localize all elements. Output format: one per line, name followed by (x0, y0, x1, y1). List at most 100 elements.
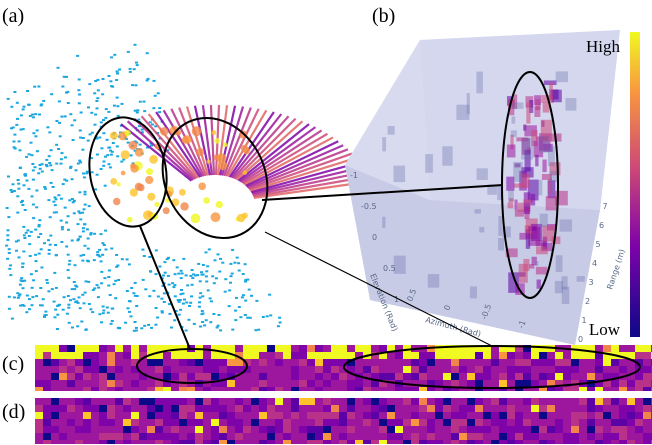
point (47, 239, 50, 241)
point (67, 304, 70, 306)
cell (515, 419, 523, 426)
cell (483, 440, 491, 444)
cell (115, 380, 123, 387)
cell (163, 398, 171, 405)
cell (243, 373, 251, 380)
point (31, 304, 34, 306)
cell (523, 433, 531, 440)
cell (299, 345, 307, 352)
point (188, 305, 191, 307)
cell (587, 412, 595, 419)
cell (331, 405, 339, 412)
point (98, 313, 101, 315)
cell (83, 352, 91, 359)
cell (435, 419, 443, 426)
point (78, 296, 81, 298)
radar-hot (211, 212, 221, 222)
point (60, 220, 63, 222)
cell (339, 412, 347, 419)
cell (323, 366, 331, 373)
cell (83, 387, 91, 391)
point (102, 78, 105, 80)
cell (75, 440, 83, 444)
cell (219, 359, 227, 366)
cell (371, 405, 379, 412)
cell (499, 405, 507, 412)
voxel (425, 154, 433, 173)
point (82, 227, 85, 229)
point (142, 279, 145, 281)
cell (147, 387, 155, 391)
voxel (442, 146, 452, 166)
cell (403, 352, 411, 359)
point (100, 168, 103, 170)
point (77, 210, 80, 212)
cell (571, 373, 579, 380)
point (76, 325, 79, 327)
point (110, 56, 113, 58)
point (241, 296, 244, 298)
cell (419, 359, 427, 366)
cell (539, 419, 547, 426)
point (80, 255, 83, 257)
point (116, 105, 119, 107)
point (96, 284, 99, 286)
voxel (428, 274, 440, 288)
cell (459, 373, 467, 380)
cell (627, 426, 635, 433)
cell (451, 366, 459, 373)
point (73, 281, 76, 283)
cell (211, 419, 219, 426)
point (141, 129, 144, 131)
cell (411, 412, 419, 419)
point (121, 103, 124, 105)
cell (307, 352, 315, 359)
cell (419, 426, 427, 433)
point (60, 241, 63, 243)
point (82, 173, 85, 175)
cell (59, 359, 67, 366)
cell (251, 419, 259, 426)
cell (35, 440, 43, 444)
cell (171, 426, 179, 433)
cell (371, 440, 379, 444)
point (57, 305, 60, 307)
point (48, 162, 51, 164)
point (22, 226, 25, 228)
cell (555, 398, 563, 405)
point (148, 295, 151, 297)
cell (235, 345, 243, 352)
point (143, 325, 146, 327)
point (156, 317, 159, 319)
cell (155, 405, 163, 412)
point (51, 288, 54, 290)
cell (35, 426, 43, 433)
cell (115, 412, 123, 419)
point (105, 108, 108, 110)
point (21, 263, 24, 265)
cell (499, 373, 507, 380)
cell (315, 387, 323, 391)
cell (387, 398, 395, 405)
point (102, 132, 105, 134)
point (32, 204, 35, 206)
cell (379, 387, 387, 391)
cell (323, 352, 331, 359)
point (19, 149, 22, 151)
cell (171, 433, 179, 440)
voxel (561, 276, 567, 289)
cell (171, 352, 179, 359)
point (28, 243, 31, 245)
cell (539, 366, 547, 373)
point (100, 147, 103, 149)
point (178, 301, 181, 303)
cell (99, 373, 107, 380)
cell (563, 412, 571, 419)
cell (67, 345, 75, 352)
cell (155, 387, 163, 391)
cell (491, 352, 499, 359)
cell (595, 359, 603, 366)
voxel (535, 261, 538, 266)
point (71, 327, 74, 329)
point (136, 64, 139, 66)
